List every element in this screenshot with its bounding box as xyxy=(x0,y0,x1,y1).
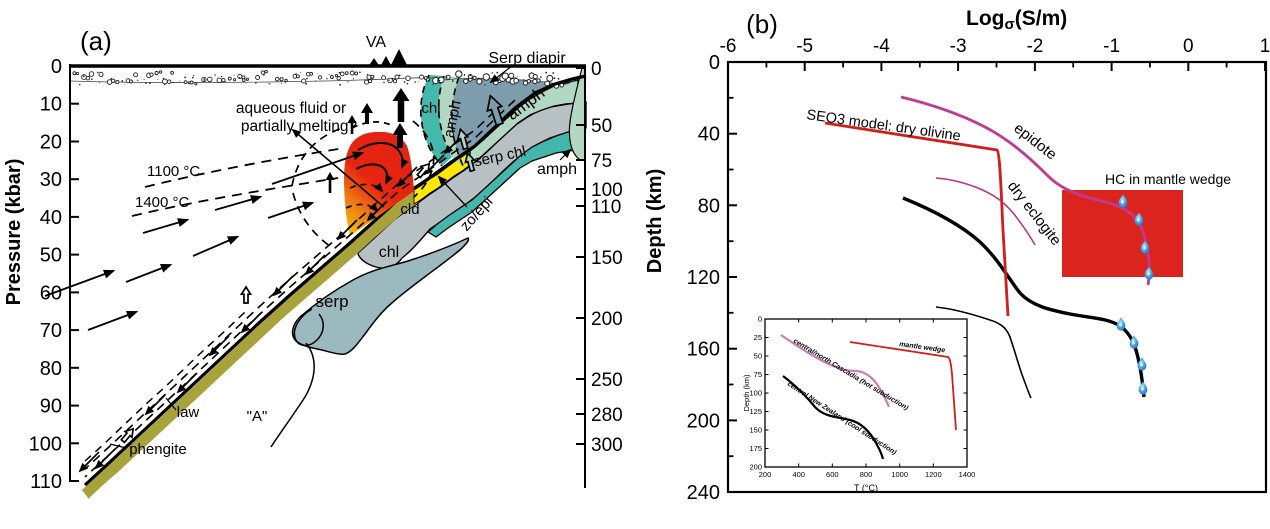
svg-text:10: 10 xyxy=(40,94,62,116)
svg-text:-2: -2 xyxy=(1026,36,1043,57)
svg-text:40: 40 xyxy=(40,207,62,229)
svg-text:1000: 1000 xyxy=(891,470,908,479)
svg-text:200: 200 xyxy=(759,470,772,479)
svg-text:175: 175 xyxy=(749,444,762,453)
svg-text:250: 250 xyxy=(591,370,623,391)
svg-text:60: 60 xyxy=(40,282,62,304)
svg-text:"A": "A" xyxy=(247,408,268,425)
svg-text:1100 °C: 1100 °C xyxy=(147,163,200,180)
svg-text:serp: serp xyxy=(315,292,348,311)
svg-text:amph: amph xyxy=(537,161,577,178)
svg-text:1200: 1200 xyxy=(925,470,942,479)
svg-text:800: 800 xyxy=(860,470,873,479)
svg-text:240: 240 xyxy=(687,482,720,504)
svg-text:125: 125 xyxy=(749,407,762,416)
svg-text:0: 0 xyxy=(591,59,602,80)
svg-text:HC in mantle wedge: HC in mantle wedge xyxy=(1105,171,1231,187)
svg-text:200: 200 xyxy=(687,410,720,432)
svg-text:-1: -1 xyxy=(1103,36,1120,57)
svg-text:200: 200 xyxy=(749,463,762,472)
svg-text:law: law xyxy=(177,404,200,421)
svg-text:30: 30 xyxy=(40,169,62,191)
svg-text:80: 80 xyxy=(698,195,720,217)
svg-text:20: 20 xyxy=(40,132,62,154)
svg-text:150: 150 xyxy=(749,426,762,435)
svg-text:110: 110 xyxy=(30,471,62,493)
svg-text:50: 50 xyxy=(591,116,612,137)
svg-text:90: 90 xyxy=(40,396,62,418)
svg-text:1: 1 xyxy=(1260,36,1270,57)
svg-text:400: 400 xyxy=(792,470,805,479)
svg-text:100: 100 xyxy=(591,180,623,201)
svg-text:80: 80 xyxy=(40,358,62,380)
svg-text:100: 100 xyxy=(29,433,62,455)
svg-text:50: 50 xyxy=(754,352,762,361)
svg-text:200: 200 xyxy=(591,309,623,330)
svg-text:-6: -6 xyxy=(720,36,737,57)
svg-text:VA: VA xyxy=(366,34,386,51)
svg-text:100: 100 xyxy=(749,389,762,398)
svg-text:120: 120 xyxy=(687,267,720,289)
svg-text:600: 600 xyxy=(826,470,839,479)
svg-text:50: 50 xyxy=(40,245,62,267)
svg-text:25: 25 xyxy=(754,333,762,342)
svg-text:0: 0 xyxy=(1183,36,1194,57)
svg-text:0: 0 xyxy=(758,315,762,324)
svg-text:150: 150 xyxy=(591,248,623,269)
svg-text:110: 110 xyxy=(591,197,621,218)
svg-text:280: 280 xyxy=(591,405,623,426)
svg-text:75: 75 xyxy=(754,370,762,379)
svg-text:(b): (b) xyxy=(746,9,778,39)
svg-text:1400: 1400 xyxy=(959,470,976,479)
svg-text:160: 160 xyxy=(687,339,720,361)
svg-text:-5: -5 xyxy=(796,36,813,57)
svg-text:T (°C): T (°C) xyxy=(854,483,878,493)
svg-text:75: 75 xyxy=(591,151,612,172)
svg-text:chl: chl xyxy=(421,100,440,117)
svg-text:Logσ(S/m): Logσ(S/m) xyxy=(966,7,1067,33)
svg-text:aqueous fluid or: aqueous fluid or xyxy=(236,100,346,117)
svg-text:0: 0 xyxy=(709,52,720,74)
svg-text:Depth (km): Depth (km) xyxy=(742,374,751,412)
svg-text:300: 300 xyxy=(591,435,623,456)
svg-text:-4: -4 xyxy=(873,36,890,57)
svg-text:40: 40 xyxy=(698,124,720,146)
svg-text:chl: chl xyxy=(379,244,399,261)
svg-text:partially melting?: partially melting? xyxy=(241,118,358,135)
svg-text:Pressure (kbar): Pressure (kbar) xyxy=(3,159,25,306)
svg-text:1400 °C: 1400 °C xyxy=(135,194,190,211)
svg-text:Depth (km): Depth (km) xyxy=(644,169,666,273)
svg-text:(a): (a) xyxy=(80,26,112,56)
svg-text:0: 0 xyxy=(51,56,62,78)
svg-text:Serp diapir: Serp diapir xyxy=(488,50,566,67)
svg-text:-3: -3 xyxy=(950,36,967,57)
svg-text:phengite: phengite xyxy=(129,441,187,458)
svg-text:70: 70 xyxy=(40,320,62,342)
svg-text:cld: cld xyxy=(400,201,419,218)
